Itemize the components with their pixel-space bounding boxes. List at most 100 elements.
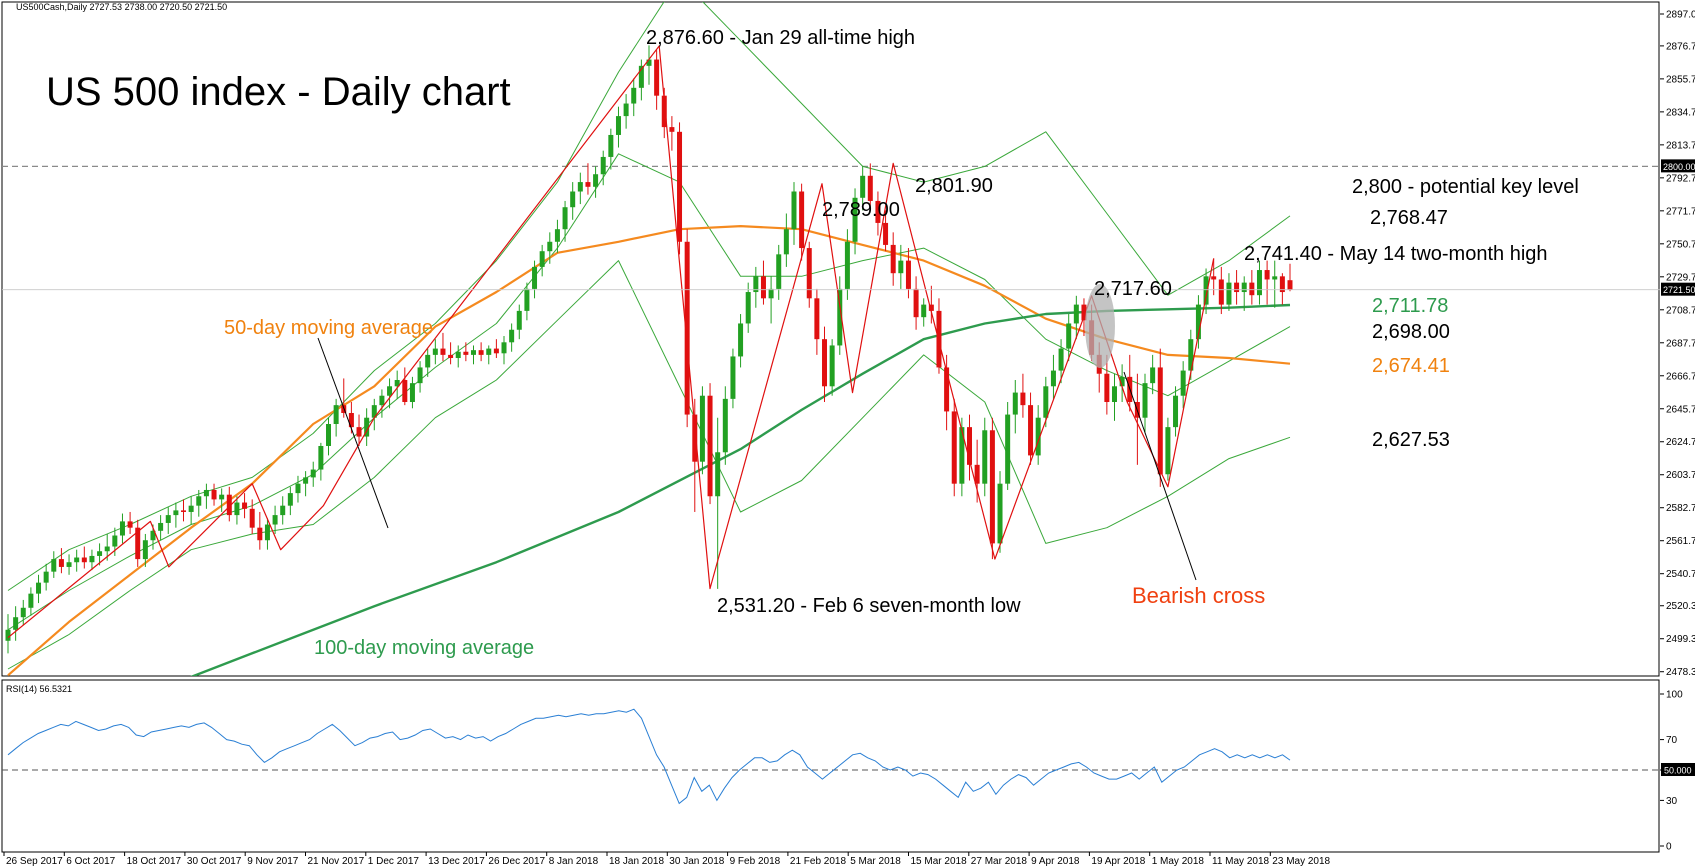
- candle: [1066, 314, 1072, 362]
- candle: [326, 417, 331, 456]
- candle-body: [600, 156, 606, 175]
- candle-body: [1073, 304, 1079, 324]
- candle-body: [295, 483, 301, 494]
- candle: [387, 378, 393, 409]
- candle-body: [89, 555, 95, 563]
- candle: [409, 376, 415, 409]
- candle-body: [432, 348, 438, 355]
- candle-body: [554, 229, 560, 242]
- candle-body: [112, 535, 118, 547]
- candle-body: [753, 276, 759, 293]
- candle-body: [799, 191, 805, 249]
- annot-upper-band: 2,768.47: [1370, 207, 1448, 229]
- candle: [486, 345, 492, 365]
- price-axis: 2897.00 2876.70 2855.70 2834.70 2813.70 2792.…: [1660, 10, 1695, 678]
- candle: [127, 511, 133, 534]
- price-tick-label: 2540.70: [1666, 569, 1695, 580]
- candle-body: [974, 464, 980, 484]
- candle: [1226, 273, 1232, 311]
- candle: [219, 488, 225, 512]
- date-tick-label: 5 Mar 2018: [850, 856, 901, 867]
- candle-body: [455, 351, 461, 359]
- candle-body: [242, 502, 248, 509]
- date-tick-label: 1 Dec 2017: [368, 856, 420, 867]
- candle: [951, 398, 957, 497]
- candle-body: [158, 522, 164, 531]
- candle-body: [608, 134, 614, 157]
- candle: [1180, 361, 1186, 409]
- candle-body: [745, 292, 751, 324]
- candle-body: [1173, 395, 1179, 428]
- chart-title: US 500 index - Daily chart: [46, 70, 511, 114]
- candle: [371, 398, 377, 431]
- candle-body: [860, 175, 866, 198]
- candle: [738, 314, 744, 368]
- candle: [13, 606, 19, 641]
- date-tick-label: 9 Feb 2018: [730, 856, 781, 867]
- candle-body: [173, 510, 179, 516]
- annot-ma50-label: 50-day moving average: [224, 317, 433, 339]
- candle: [1165, 417, 1171, 481]
- candle: [303, 471, 309, 497]
- candle: [272, 505, 278, 534]
- candle: [1287, 263, 1293, 292]
- price-tick-label: 2771.70: [1666, 206, 1695, 217]
- price-tick-label: 2750.70: [1666, 239, 1695, 250]
- candle-body: [1264, 270, 1270, 280]
- annotations: 2,876.60 - Jan 29 all-time high 2,801.90…: [224, 27, 1579, 659]
- candle: [455, 345, 461, 368]
- candle: [1264, 260, 1270, 305]
- candle-body: [470, 350, 476, 355]
- date-tick-label: 11 May 2018: [1212, 856, 1270, 867]
- candle: [1028, 392, 1034, 465]
- candle-body: [707, 395, 713, 497]
- candle: [532, 260, 538, 299]
- candle-body: [722, 398, 728, 453]
- candle-body: [165, 515, 171, 523]
- candle: [1005, 402, 1011, 490]
- candle: [608, 128, 614, 170]
- candle-body: [1142, 383, 1148, 418]
- candle: [211, 483, 217, 506]
- candle-body: [310, 469, 316, 478]
- candle-body: [577, 182, 583, 192]
- candle: [1279, 273, 1285, 305]
- date-tick-label: 15 Mar 2018: [911, 856, 968, 867]
- price-tick-label: 2624.70: [1666, 437, 1695, 448]
- ma50-pointer: [317, 337, 389, 529]
- candle-body: [593, 174, 599, 187]
- candle-body: [661, 95, 667, 128]
- candle: [20, 599, 26, 626]
- bollinger-upper-line: [7, 2, 1291, 591]
- candle: [112, 527, 118, 556]
- candle-body: [219, 494, 225, 500]
- candle-body: [135, 527, 141, 560]
- candle-body: [379, 395, 385, 406]
- candle: [1050, 354, 1056, 399]
- candle: [898, 244, 904, 289]
- candle-body: [402, 380, 408, 403]
- candle: [287, 486, 293, 516]
- price-tick-label: 2708.70: [1666, 305, 1695, 316]
- candle-body: [1211, 276, 1217, 280]
- candle: [921, 298, 927, 327]
- candle-body: [791, 191, 797, 230]
- candle-body: [287, 493, 293, 506]
- candle-body: [822, 339, 828, 387]
- candle: [600, 150, 606, 186]
- candle-body: [36, 582, 42, 594]
- candle-body: [409, 383, 415, 403]
- cross-highlight: [1085, 284, 1115, 368]
- candle: [989, 417, 995, 560]
- candle-body: [20, 607, 26, 618]
- candle: [188, 496, 194, 525]
- candle-body: [264, 524, 270, 541]
- annot-key-level: 2,800 - potential key level: [1352, 176, 1579, 198]
- candle-body: [570, 191, 576, 208]
- candle: [1104, 354, 1110, 415]
- candle-body: [928, 304, 934, 311]
- candle-body: [1058, 348, 1064, 371]
- candle-body: [898, 260, 904, 274]
- candle: [333, 398, 339, 437]
- candle: [135, 519, 141, 567]
